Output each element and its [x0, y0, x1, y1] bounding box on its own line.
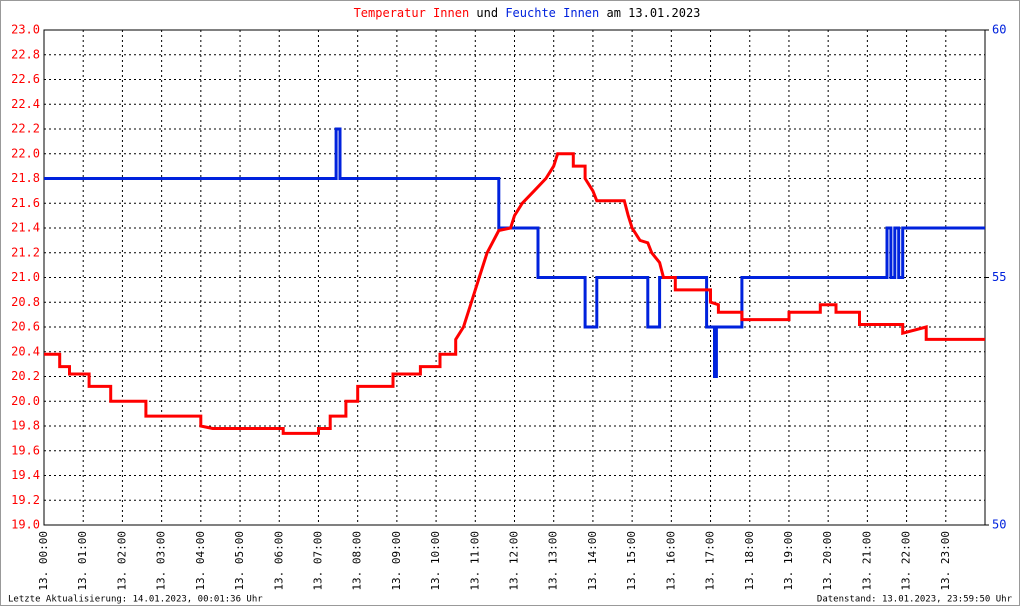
y-tick-label: 21.4 — [11, 221, 40, 235]
footer-left: Letzte Aktualisierung: 14.01.2023, 00:01… — [8, 595, 263, 605]
y-tick-label: 20.2 — [11, 369, 40, 383]
y-tick-label: 19.8 — [11, 419, 40, 433]
y-tick-label: 21.2 — [11, 245, 40, 259]
x-tick-label: 13. 17:00 — [704, 531, 717, 591]
x-tick-label: 13. 08:00 — [351, 531, 364, 591]
x-tick-label: 13. 23:00 — [939, 531, 952, 591]
x-tick-label: 13. 02:00 — [115, 531, 128, 591]
series-line — [44, 127, 985, 378]
title-date: am 13.01.2023 — [606, 6, 700, 20]
y-tick-label: 22.2 — [11, 122, 40, 136]
y-tick-label: 20.6 — [11, 320, 40, 334]
x-tick-label: 13. 10:00 — [429, 531, 442, 591]
y-tick-label: 19.0 — [11, 518, 40, 532]
plot-border — [43, 29, 986, 526]
y-tick-label: 19.6 — [11, 443, 40, 457]
y-tick-label: 21.0 — [11, 270, 40, 284]
x-tick-label: 13. 01:00 — [76, 531, 89, 591]
y2-tick-label: 60 — [992, 23, 1006, 37]
x-tick-label: 13. 06:00 — [272, 531, 285, 591]
y-tick-label: 22.6 — [11, 72, 40, 86]
y-tick-label: 20.8 — [11, 295, 40, 309]
title-hum: Feuchte Innen — [505, 6, 599, 20]
x-tick-label: 13. 21:00 — [860, 531, 873, 591]
x-tick-label: 13. 09:00 — [390, 531, 403, 591]
x-tick-label: 13. 20:00 — [821, 531, 834, 591]
title-temp: Temperatur Innen — [354, 6, 470, 20]
x-tick-label: 13. 03:00 — [155, 531, 168, 591]
y2-tick-label: 50 — [992, 518, 1006, 532]
x-tick-label: 13. 05:00 — [233, 531, 246, 591]
y2-tick-label: 55 — [992, 270, 1006, 284]
x-tick-label: 13. 16:00 — [664, 531, 677, 591]
x-tick-label: 13. 04:00 — [194, 531, 207, 591]
title-link: und — [476, 6, 498, 20]
y-tick-label: 21.6 — [11, 196, 40, 210]
x-tick-label: 13. 19:00 — [782, 531, 795, 591]
x-tick-label: 13. 13:00 — [547, 531, 560, 591]
y-tick-label: 20.4 — [11, 344, 40, 358]
x-tick-label: 13. 07:00 — [311, 531, 324, 591]
y-tick-label: 22.8 — [11, 47, 40, 61]
chart-title: Temperatur Innen und Feuchte Innen am 13… — [354, 6, 701, 20]
x-tick-label: 13. 15:00 — [625, 531, 638, 591]
x-tick-label: 13. 14:00 — [586, 531, 599, 591]
x-tick-label: 13. 18:00 — [743, 531, 756, 591]
y-tick-label: 20.0 — [11, 394, 40, 408]
y-tick-label: 22.0 — [11, 146, 40, 160]
x-tick-label: 13. 22:00 — [900, 531, 913, 591]
y-tick-label: 22.4 — [11, 97, 40, 111]
footer-right: Datenstand: 13.01.2023, 23:59:50 Uhr — [817, 595, 1013, 605]
x-tick-label: 13. 12:00 — [508, 531, 521, 591]
y-tick-label: 23.0 — [11, 23, 40, 37]
y-tick-label: 19.4 — [11, 468, 40, 482]
y-tick-label: 19.2 — [11, 493, 40, 507]
y-tick-label: 21.8 — [11, 171, 40, 185]
x-tick-label: 13. 00:00 — [37, 531, 50, 591]
x-tick-label: 13. 11:00 — [468, 531, 481, 591]
series-line — [44, 152, 985, 435]
